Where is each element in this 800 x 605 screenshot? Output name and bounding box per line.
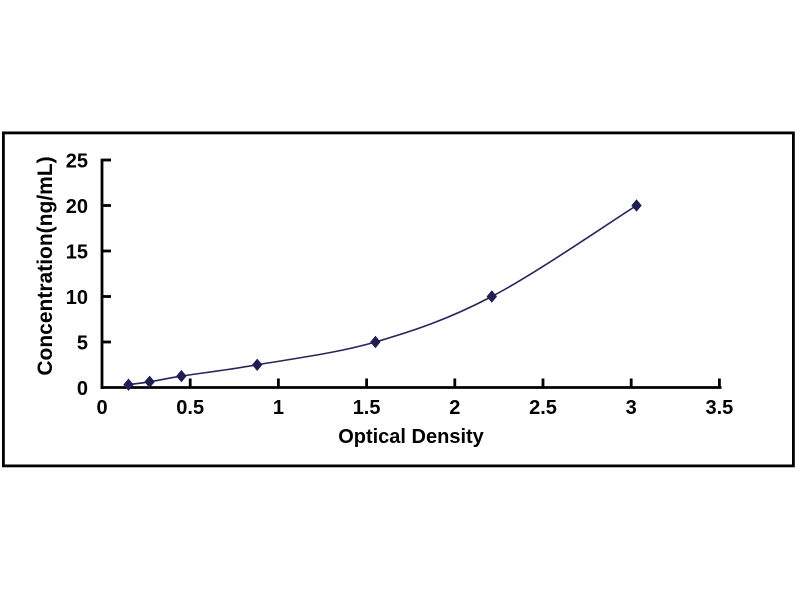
y-axis-title: Concentration(ng/mL) — [34, 156, 57, 375]
y-tick-label: 5 — [77, 333, 88, 355]
chart-series — [123, 199, 642, 391]
x-tick-label: 2 — [449, 397, 460, 419]
data-point-marker — [144, 375, 155, 388]
x-tick-label: 1.5 — [353, 397, 381, 419]
chart-frame-border — [2, 131, 795, 468]
data-point-marker — [486, 290, 497, 303]
x-tick-label: 2.5 — [529, 397, 557, 419]
y-tick-label: 25 — [66, 151, 88, 173]
x-tick-label: 3.5 — [705, 397, 733, 419]
y-tick-label: 10 — [66, 287, 88, 309]
y-tick-label: 15 — [66, 242, 88, 264]
data-point-marker — [123, 378, 134, 391]
x-tick-label: 0 — [96, 397, 107, 419]
chart-axes: 0 0.5 1 1.5 2 2.5 3 3.5 0 5 10 15 20 25 — [66, 151, 734, 420]
x-axis-title: Optical Density — [338, 426, 484, 448]
y-tick-label: 20 — [66, 196, 88, 218]
y-tick-label: 0 — [77, 378, 88, 400]
x-tick-label: 1 — [273, 397, 284, 419]
data-point-marker — [631, 199, 642, 212]
data-point-marker — [252, 358, 263, 371]
data-point-marker — [370, 335, 381, 349]
x-tick-label: 3 — [626, 397, 637, 419]
data-point-marker — [176, 369, 187, 383]
x-tick-label: 0.5 — [176, 397, 204, 419]
